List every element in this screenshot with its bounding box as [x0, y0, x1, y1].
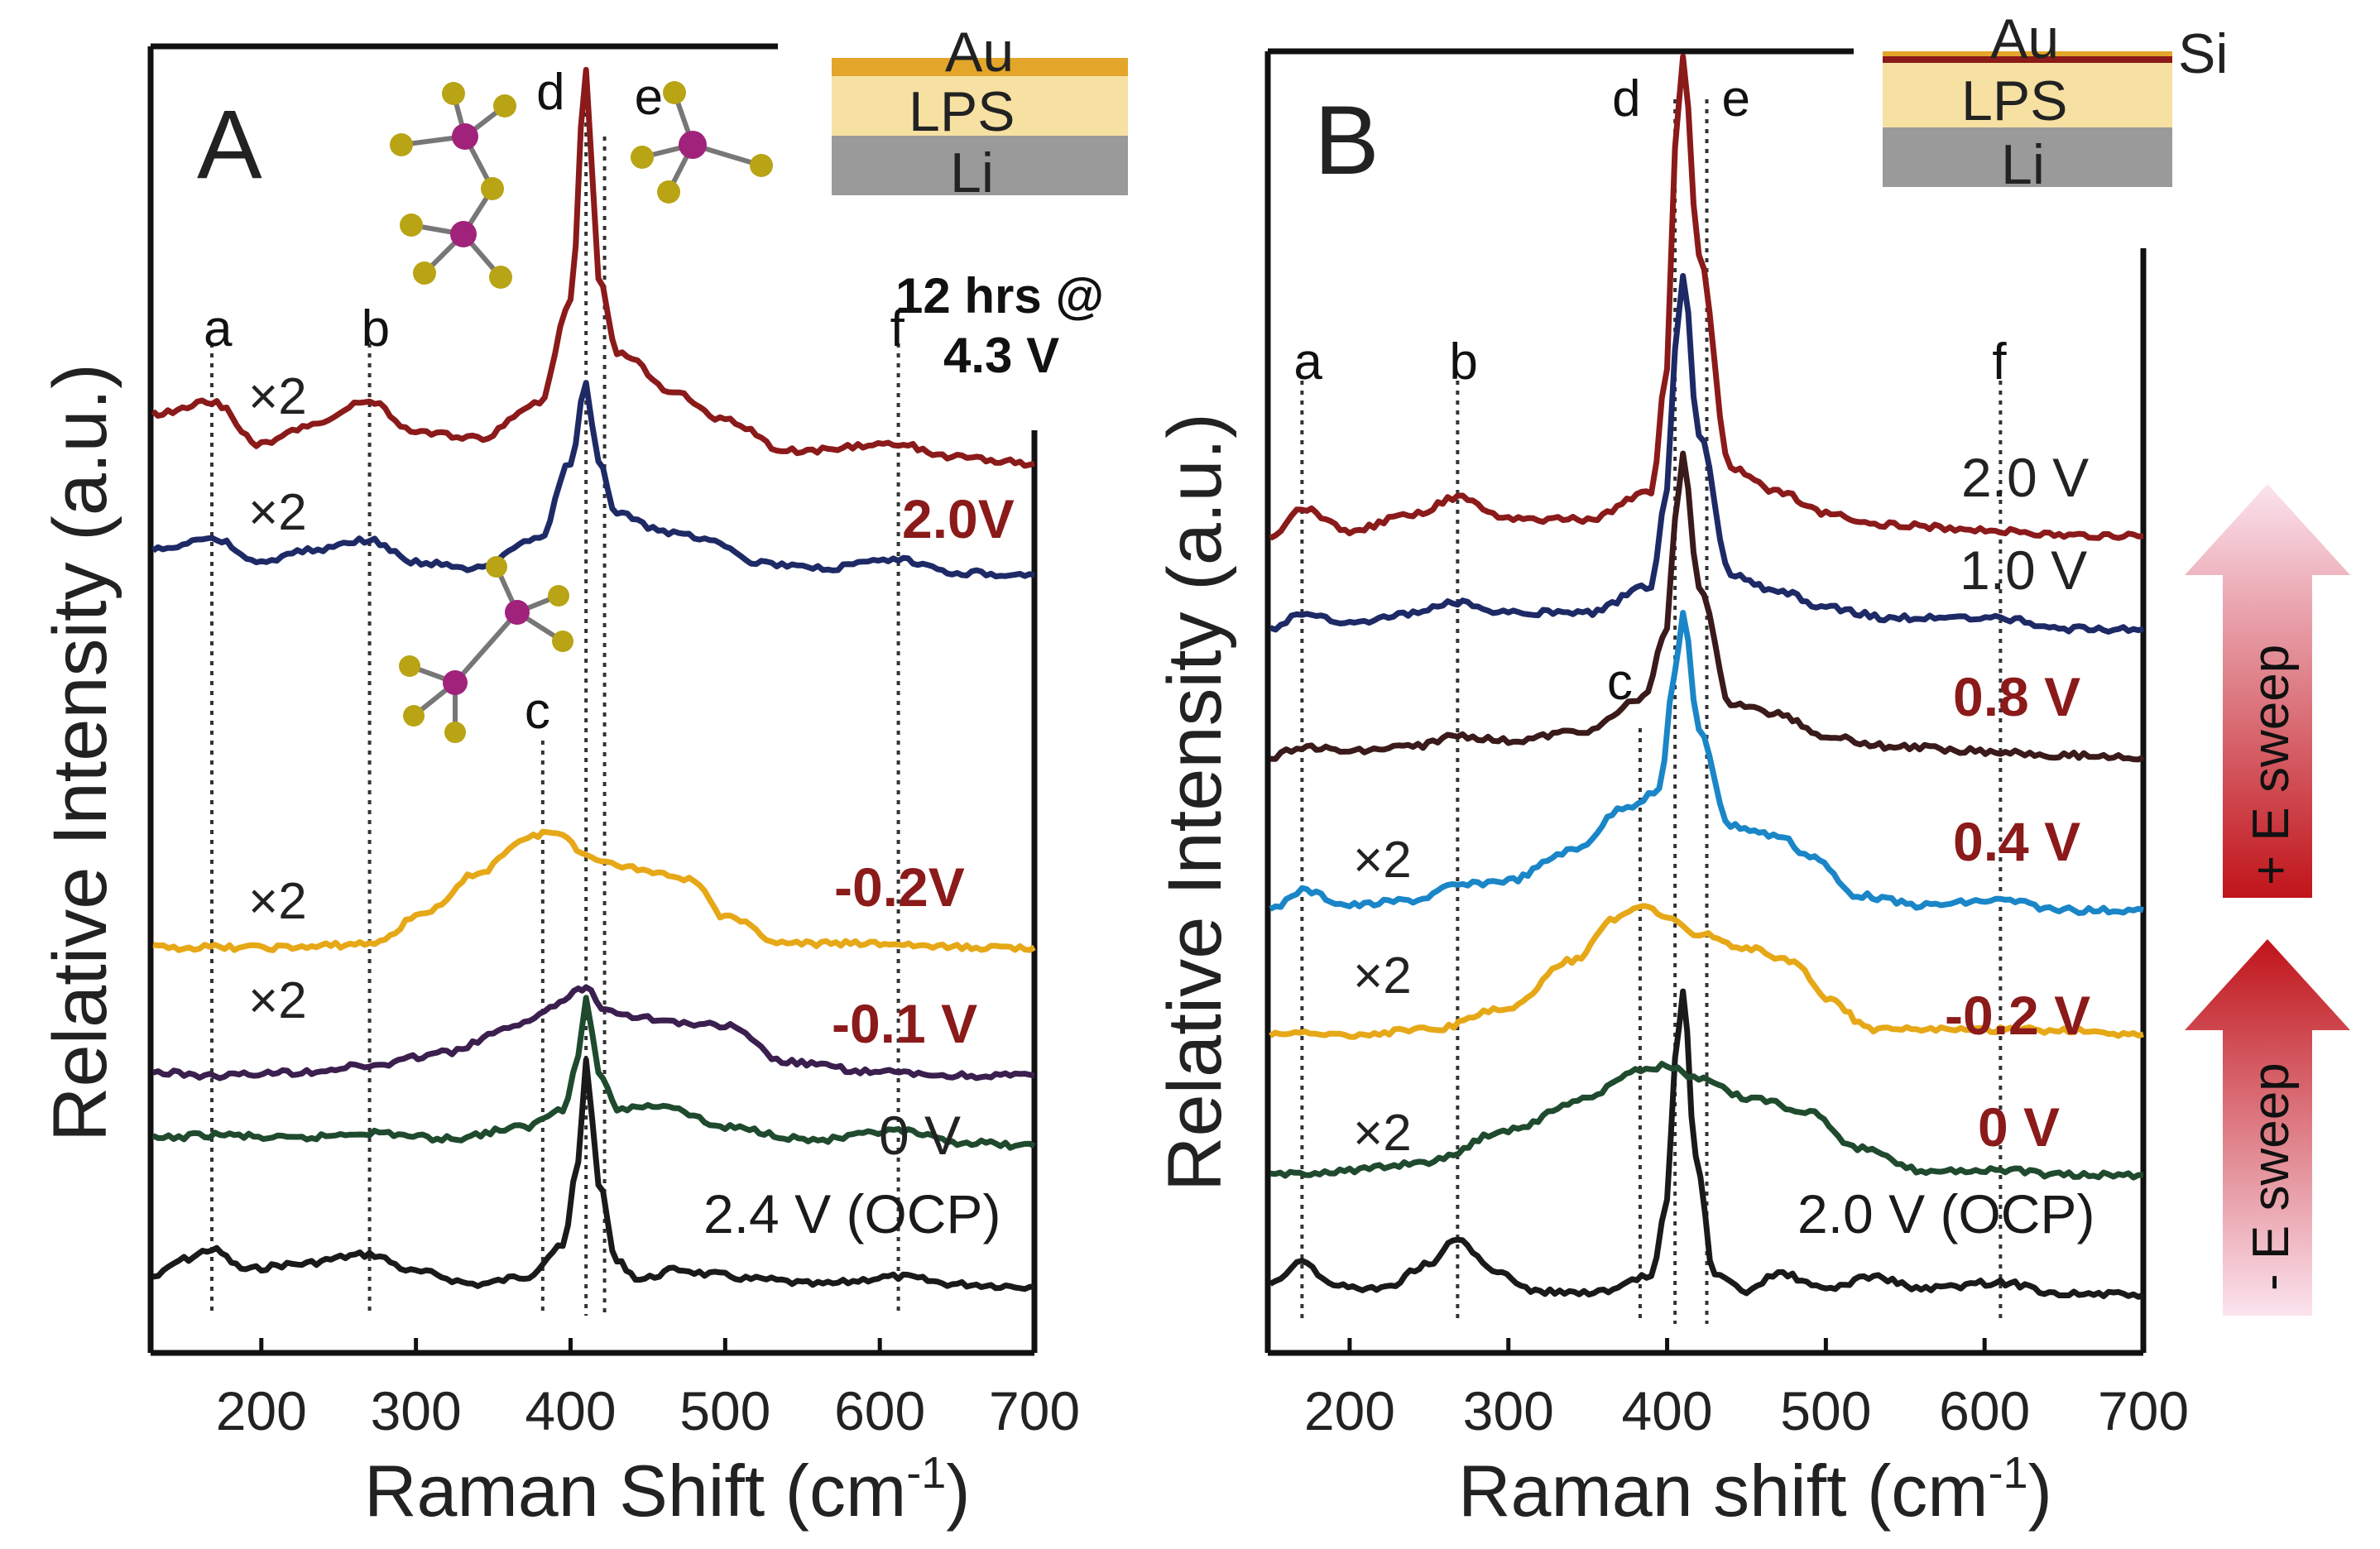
peak-marker-label-e: e: [635, 69, 663, 126]
series-label: 2.4 V (OCP): [703, 1183, 1000, 1244]
panel-b-ylabel: Relative Intensity (a.u.): [1153, 413, 1237, 1192]
peak-marker-label-b: b: [1449, 333, 1477, 391]
series-line: [1269, 450, 2145, 763]
peak-marker-label-a: a: [1293, 333, 1322, 391]
x-tick-label: 200: [216, 1380, 307, 1441]
panel-a-series: 2.4 V (OCP) 0 V -0.1 V ×2 -0.2V ×2 2.0V ×2 ×2: [151, 66, 1036, 1292]
series-line: [1269, 610, 2145, 916]
peak-marker-label-b: b: [362, 300, 390, 357]
peak-marker-label-a: a: [204, 300, 233, 357]
series-multiplier: ×2: [248, 484, 307, 541]
panel-a: 200 300 400 500 600 700 a b c d e f 2.4 V (OCP) 0 V…: [38, 21, 1128, 1532]
x-tick-label: 700: [2098, 1380, 2189, 1441]
series-label: 0.4 V: [1953, 811, 2080, 872]
series-line: [152, 984, 1035, 1081]
panel-a-ylabel: Relative Intensity (a.u.): [38, 363, 122, 1142]
peak-marker-label-e: e: [1722, 70, 1750, 127]
series-line: [1269, 273, 2144, 635]
series-line: [152, 828, 1036, 953]
molecule-icon-p2s6: [399, 556, 573, 743]
series-line: [1269, 903, 2144, 1040]
peak-marker-label-f: f: [890, 300, 905, 357]
x-tick-label: 600: [834, 1380, 925, 1441]
panel-a-hold-note-line2: 4.3 V: [943, 328, 1059, 383]
x-tick-label: 400: [1621, 1380, 1712, 1441]
series-multiplier: ×2: [1353, 1105, 1412, 1162]
panel-b: 200 300 400 500 600 700 a bcd ef 2.0 V (OCP)0 V…: [1153, 7, 2350, 1532]
series-label: 0 V: [1978, 1096, 2060, 1158]
series-label: -0.2 V: [1945, 985, 2090, 1046]
panel-b-xlabel: Raman shift (cm-1): [1458, 1448, 2052, 1532]
peak-marker-label-c: c: [525, 683, 550, 740]
panel-b-ticks: 200 300 400 500 600 700: [1304, 1338, 2189, 1441]
inset-b-layer-si: Si: [2178, 22, 2228, 85]
negative-sweep-label: - E sweep: [2243, 1062, 2300, 1291]
series-line: [1269, 1061, 2143, 1181]
panel-a-label: A: [197, 90, 262, 199]
series-label: 2.0V: [902, 488, 1015, 549]
series-multiplier: ×2: [248, 368, 307, 425]
series-line: [1269, 988, 2145, 1300]
series-line: [151, 380, 1035, 580]
x-tick-label: 400: [525, 1380, 616, 1441]
peak-marker-label-d: d: [1612, 70, 1640, 127]
peak-marker-label-f: f: [1992, 333, 2007, 391]
panel-a-hold-note-line1: 12 hrs @: [895, 268, 1104, 324]
x-tick-label: 500: [679, 1380, 770, 1441]
inset-b-layer-lps: LPS: [1961, 70, 2068, 132]
series-label: -0.1 V: [832, 993, 977, 1054]
peak-marker-label-d: d: [536, 64, 564, 121]
inset-a-layer-li: Li: [950, 141, 994, 204]
x-tick-label: 500: [1780, 1380, 1871, 1441]
x-tick-label: 600: [1939, 1380, 2030, 1441]
series-multiplier: ×2: [248, 873, 307, 930]
series-multiplier: ×2: [1353, 832, 1412, 889]
series-line: [151, 995, 1036, 1151]
panel-b-inset: Au Si LPS Li: [1883, 7, 2228, 196]
molecule-icon-atoms: [390, 82, 516, 289]
inset-b-layer-li: Li: [2001, 133, 2045, 196]
panel-a-inset: Au LPS Li: [832, 21, 1128, 204]
inset-a-layer-au: Au: [945, 21, 1014, 84]
series-multiplier: ×2: [248, 972, 307, 1029]
positive-sweep-arrow-icon: + E sweep: [2185, 484, 2350, 898]
series-label: -0.2V: [834, 856, 965, 918]
inset-a-layer-lps: LPS: [909, 80, 1015, 143]
x-tick-label: 700: [989, 1380, 1080, 1441]
panel-b-series: 2.0 V (OCP) 0 V ×2 -0.2 V ×2 0.4 V ×2 0.8 V 1.0 …: [1269, 53, 2145, 1300]
x-tick-label: 300: [371, 1380, 462, 1441]
negative-sweep-arrow-icon: - E sweep: [2185, 939, 2350, 1316]
panel-a-xlabel: Raman Shift (cm-1): [364, 1448, 971, 1532]
molecule-icon-ps4: [631, 81, 773, 204]
series-label: 2.0 V: [1961, 447, 2089, 508]
x-tick-label: 300: [1463, 1380, 1554, 1441]
inset-b-layer-au: Au: [1990, 7, 2059, 70]
series-label: 0.8 V: [1953, 666, 2080, 727]
series-line: [152, 1057, 1035, 1292]
series-label: 0 V: [879, 1105, 961, 1166]
panel-a-ticks: 200 300 400 500 600 700: [216, 1338, 1080, 1441]
series-line: [1269, 53, 2144, 541]
series-label: 2.0 V (OCP): [1797, 1183, 2094, 1244]
series-multiplier: ×2: [1353, 947, 1412, 1005]
x-tick-label: 200: [1304, 1380, 1395, 1441]
panel-b-label: B: [1314, 86, 1380, 195]
panel-a-peak-markers: a b c d e f: [204, 64, 905, 1316]
series-line: [151, 66, 1035, 469]
series-label: 1.0 V: [1960, 540, 2087, 601]
positive-sweep-label: + E sweep: [2243, 645, 2300, 885]
